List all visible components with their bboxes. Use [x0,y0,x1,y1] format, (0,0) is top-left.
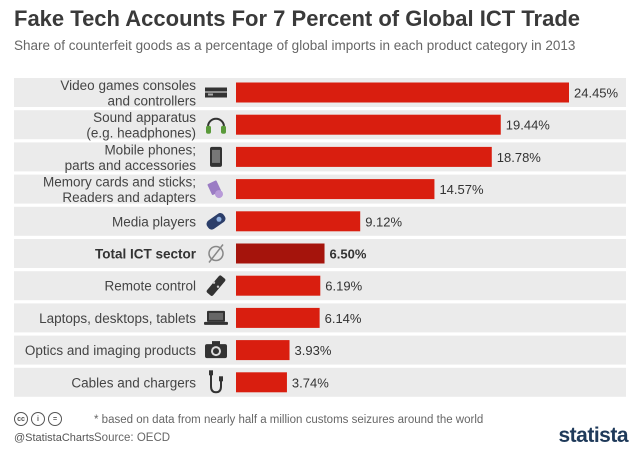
empty-set-icon [208,244,224,263]
bar [236,179,435,200]
category-label: Memory cards and sticks; [43,175,196,190]
value-label: 19.44% [506,118,551,133]
value-label: 6.50% [330,247,367,262]
category-label: parts and accessories [65,158,197,173]
row-band [14,303,626,333]
memory-icon [207,180,223,199]
value-label: 3.74% [292,375,329,390]
bar [236,307,320,328]
row-band [14,367,626,397]
media-player-icon [206,213,226,230]
chart-subtitle: Share of counterfeit goods as a percenta… [14,38,576,53]
chart-title: Fake Tech Accounts For 7 Percent of Glob… [14,6,581,31]
laptop-icon [204,310,228,325]
value-label: 24.45% [574,86,619,101]
remote-icon [206,275,226,296]
attribution-icon: i [31,412,45,426]
bar [236,275,321,296]
category-label: Readers and adapters [62,190,196,205]
headphones-icon [206,117,226,134]
footnote: * based on data from nearly half a milli… [94,414,484,426]
value-label: 6.14% [325,311,362,326]
category-label: Media players [112,214,196,229]
value-label: 14.57% [439,182,484,197]
bar [236,82,569,103]
camera-icon [205,341,227,359]
value-label: 6.19% [325,279,362,294]
category-label: and controllers [107,94,196,109]
category-label: Cables and chargers [71,375,196,390]
no-derivatives-icon: = [48,412,62,426]
value-label: 3.93% [295,343,332,358]
twitter-handle: @StatistaCharts [14,432,95,444]
category-label: Video games consoles [60,78,196,93]
bar [236,372,287,393]
bar [236,243,325,264]
phone-icon [210,146,222,167]
cable-icon [209,370,223,394]
category-label: Remote control [104,279,196,294]
license-icons: cc i = [14,412,62,426]
source-note: Source: OECD [94,432,171,444]
bar [236,146,492,167]
statista-logo: statista [558,424,628,447]
category-label: Optics and imaging products [25,343,196,358]
category-label: Mobile phones; [104,142,196,157]
bar [236,114,501,135]
category-label: (e.g. headphones) [86,126,196,141]
value-label: 18.78% [497,150,542,165]
console-icon [205,87,227,98]
category-label: Laptops, desktops, tablets [39,311,196,326]
value-label: 9.12% [365,214,402,229]
category-label: Total ICT sector [95,247,197,262]
bar [236,340,290,361]
row-band [14,335,626,365]
cc-icon: cc [14,412,28,426]
category-label: Sound apparatus [93,110,196,125]
bar [236,211,361,232]
